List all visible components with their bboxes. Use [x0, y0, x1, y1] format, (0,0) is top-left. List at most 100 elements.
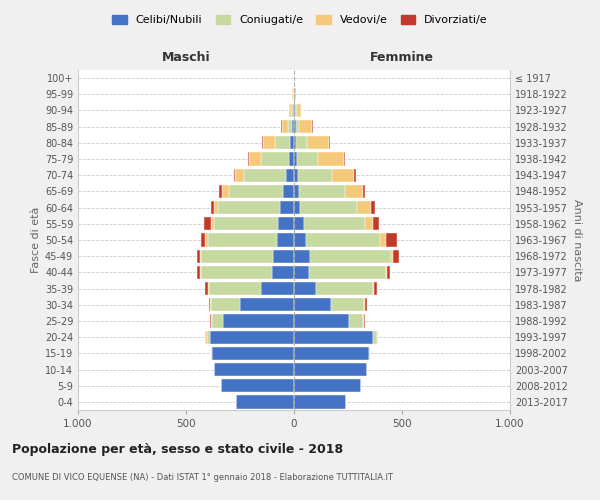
Bar [371, 201, 375, 214]
Bar [294, 217, 304, 230]
Bar [274, 250, 294, 263]
Bar [211, 314, 212, 328]
Bar [233, 168, 235, 182]
Bar [294, 168, 298, 182]
Bar [260, 282, 294, 295]
Bar [220, 185, 221, 198]
Bar [289, 104, 291, 117]
Bar [201, 266, 272, 279]
Bar [278, 217, 294, 230]
Bar [294, 136, 296, 149]
Bar [344, 152, 345, 166]
Bar [391, 250, 394, 263]
Bar [307, 136, 329, 149]
Bar [244, 168, 286, 182]
Bar [394, 250, 399, 263]
Bar [306, 234, 380, 246]
Y-axis label: Fasce di età: Fasce di età [31, 207, 41, 273]
Bar [297, 104, 301, 117]
Bar [318, 152, 344, 166]
Bar [294, 152, 297, 166]
Bar [287, 120, 292, 134]
Bar [292, 88, 293, 101]
Bar [209, 298, 210, 312]
Bar [294, 379, 361, 392]
Bar [272, 266, 294, 279]
Bar [290, 136, 294, 149]
Bar [208, 282, 209, 295]
Bar [275, 136, 290, 149]
Bar [294, 185, 299, 198]
Bar [364, 298, 365, 312]
Bar [377, 330, 378, 344]
Bar [210, 330, 294, 344]
Bar [355, 168, 356, 182]
Bar [374, 282, 377, 295]
Bar [286, 168, 294, 182]
Bar [297, 152, 318, 166]
Bar [293, 104, 294, 117]
Bar [294, 250, 310, 263]
Bar [211, 346, 212, 360]
Bar [387, 266, 390, 279]
Bar [283, 185, 294, 198]
Bar [294, 346, 368, 360]
Bar [206, 330, 210, 344]
Bar [212, 314, 223, 328]
Bar [205, 282, 208, 295]
Bar [281, 120, 282, 134]
Bar [299, 120, 313, 134]
Bar [205, 330, 206, 344]
Bar [211, 217, 214, 230]
Y-axis label: Anni di nascita: Anni di nascita [572, 198, 582, 281]
Text: Popolazione per età, sesso e stato civile - 2018: Popolazione per età, sesso e stato civil… [12, 442, 343, 456]
Bar [210, 298, 211, 312]
Bar [201, 250, 274, 263]
Bar [363, 185, 365, 198]
Bar [223, 314, 294, 328]
Bar [218, 201, 280, 214]
Bar [301, 201, 356, 214]
Text: Femmine: Femmine [370, 50, 434, 64]
Bar [365, 298, 367, 312]
Bar [211, 298, 240, 312]
Bar [200, 250, 201, 263]
Bar [294, 298, 331, 312]
Legend: Celibi/Nubili, Coniugati/e, Vedovi/e, Divorziati/e: Celibi/Nubili, Coniugati/e, Vedovi/e, Di… [108, 10, 492, 30]
Bar [356, 201, 371, 214]
Bar [197, 250, 200, 263]
Bar [201, 234, 205, 246]
Bar [240, 298, 294, 312]
Bar [260, 152, 289, 166]
Bar [210, 314, 211, 328]
Bar [229, 185, 283, 198]
Bar [364, 314, 365, 328]
Bar [263, 136, 275, 149]
Bar [304, 217, 365, 230]
Bar [294, 234, 306, 246]
Bar [280, 201, 294, 214]
Bar [205, 217, 211, 230]
Bar [294, 282, 316, 295]
Bar [331, 298, 364, 312]
Text: Maschi: Maschi [161, 50, 211, 64]
Bar [349, 314, 363, 328]
Bar [295, 88, 296, 101]
Bar [212, 346, 294, 360]
Bar [299, 185, 345, 198]
Bar [211, 201, 214, 214]
Bar [294, 104, 295, 117]
Bar [373, 217, 379, 230]
Text: COMUNE DI VICO EQUENSE (NA) - Dati ISTAT 1° gennaio 2018 - Elaborazione TUTTITAL: COMUNE DI VICO EQUENSE (NA) - Dati ISTAT… [12, 472, 393, 482]
Bar [365, 217, 373, 230]
Bar [248, 152, 260, 166]
Bar [236, 396, 294, 408]
Bar [200, 266, 201, 279]
Bar [294, 396, 346, 408]
Bar [294, 363, 367, 376]
Bar [345, 185, 363, 198]
Bar [214, 201, 218, 214]
Bar [294, 330, 373, 344]
Bar [214, 217, 278, 230]
Bar [277, 234, 294, 246]
